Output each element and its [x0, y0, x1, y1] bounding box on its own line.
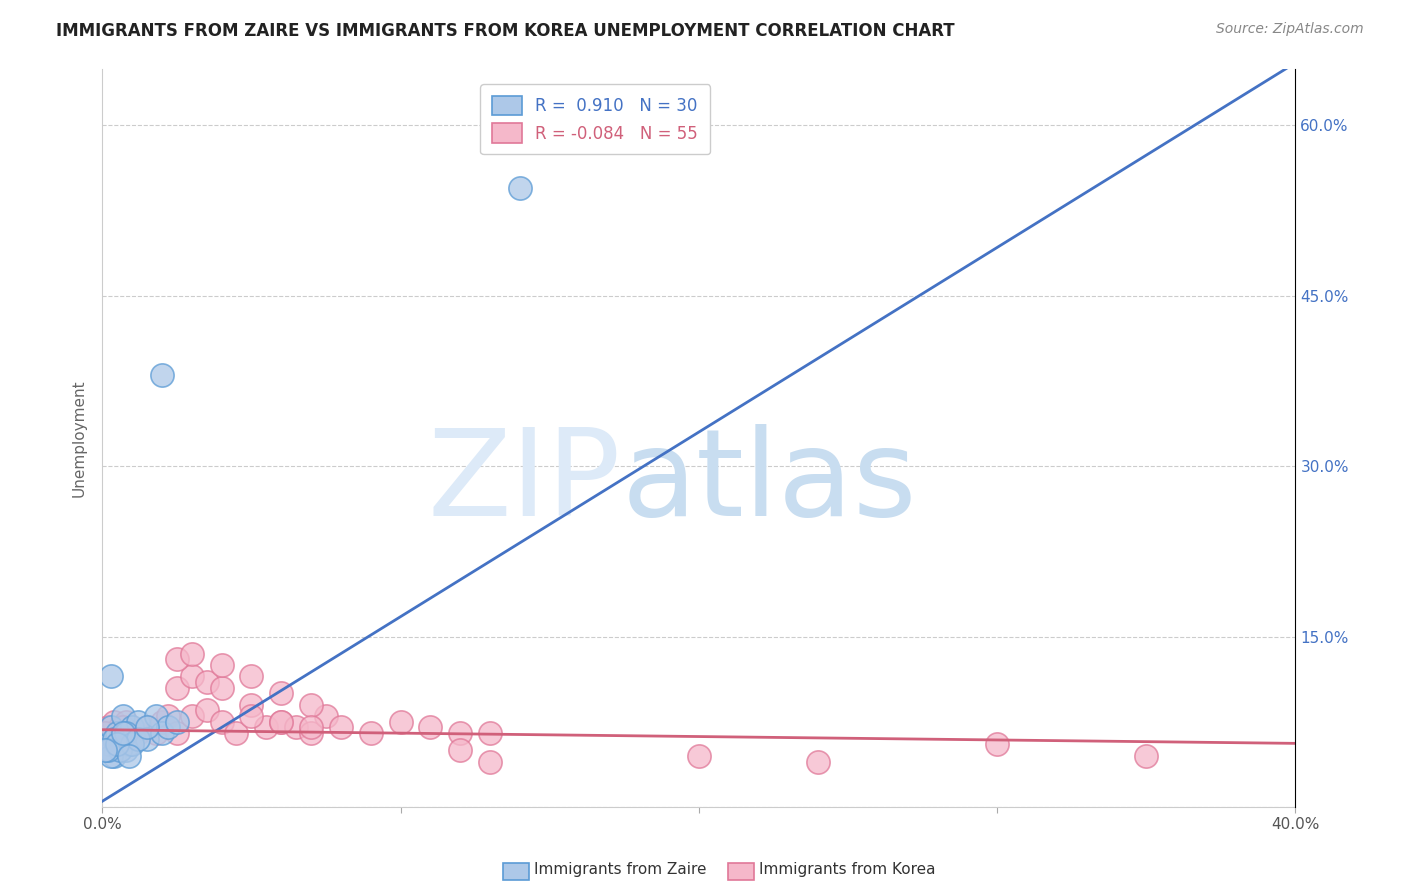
Point — [180, 669, 202, 683]
Point — [211, 714, 233, 729]
Point — [115, 726, 138, 740]
Point — [240, 698, 263, 712]
Point — [127, 726, 149, 740]
Point — [254, 721, 277, 735]
Point — [166, 726, 188, 740]
Point — [479, 726, 502, 740]
Point — [211, 681, 233, 695]
Y-axis label: Unemployment: Unemployment — [72, 379, 86, 497]
Point — [419, 721, 441, 735]
Point — [509, 181, 531, 195]
Point — [105, 738, 128, 752]
Point — [389, 714, 412, 729]
Point — [270, 714, 292, 729]
Point — [195, 675, 218, 690]
Point — [100, 731, 122, 746]
Point — [97, 738, 120, 752]
Point — [449, 726, 471, 740]
Point — [112, 726, 135, 740]
Point — [315, 709, 337, 723]
Point — [112, 709, 135, 723]
Point — [240, 709, 263, 723]
Point — [136, 731, 159, 746]
Point — [127, 731, 149, 746]
Point — [688, 748, 710, 763]
Text: atlas: atlas — [621, 424, 917, 541]
Point — [180, 647, 202, 661]
Point — [100, 726, 122, 740]
Point — [118, 731, 141, 746]
Point — [100, 721, 122, 735]
Point — [100, 669, 122, 683]
Point — [108, 731, 131, 746]
Point — [270, 686, 292, 700]
Point — [105, 731, 128, 746]
Point — [94, 726, 117, 740]
Point — [150, 726, 173, 740]
Point — [108, 743, 131, 757]
Text: Immigrants from Korea: Immigrants from Korea — [759, 863, 936, 877]
Point — [105, 738, 128, 752]
Point — [329, 721, 352, 735]
Point — [112, 721, 135, 735]
Point — [986, 738, 1008, 752]
Point — [195, 703, 218, 717]
Point — [145, 709, 167, 723]
Point — [115, 714, 138, 729]
Point — [180, 709, 202, 723]
Point — [100, 748, 122, 763]
Point — [112, 738, 135, 752]
Point — [94, 743, 117, 757]
Point — [115, 743, 138, 757]
Point — [118, 726, 141, 740]
Point — [150, 368, 173, 383]
Point — [166, 714, 188, 729]
Point — [103, 731, 125, 746]
Point — [121, 738, 143, 752]
Point — [97, 721, 120, 735]
Point — [1135, 748, 1157, 763]
Point — [97, 743, 120, 757]
Point — [136, 721, 159, 735]
Point — [156, 721, 179, 735]
Point — [166, 652, 188, 666]
Point — [166, 681, 188, 695]
Point — [108, 721, 131, 735]
Text: Source: ZipAtlas.com: Source: ZipAtlas.com — [1216, 22, 1364, 37]
Point — [105, 726, 128, 740]
Point — [118, 738, 141, 752]
Point — [145, 726, 167, 740]
Point — [360, 726, 382, 740]
Text: ZIP: ZIP — [427, 424, 621, 541]
Point — [299, 698, 322, 712]
Text: Immigrants from Zaire: Immigrants from Zaire — [534, 863, 707, 877]
Point — [103, 714, 125, 729]
Point — [479, 755, 502, 769]
Text: IMMIGRANTS FROM ZAIRE VS IMMIGRANTS FROM KOREA UNEMPLOYMENT CORRELATION CHART: IMMIGRANTS FROM ZAIRE VS IMMIGRANTS FROM… — [56, 22, 955, 40]
Point — [121, 731, 143, 746]
Point — [127, 714, 149, 729]
Point — [150, 714, 173, 729]
Point — [270, 714, 292, 729]
Point — [807, 755, 830, 769]
Point — [299, 721, 322, 735]
Point — [299, 726, 322, 740]
Point — [118, 748, 141, 763]
Point — [156, 709, 179, 723]
Point — [240, 669, 263, 683]
Point — [211, 657, 233, 672]
Point — [225, 726, 247, 740]
Point — [121, 721, 143, 735]
Point — [285, 721, 308, 735]
Legend: R =  0.910   N = 30, R = -0.084   N = 55: R = 0.910 N = 30, R = -0.084 N = 55 — [481, 84, 710, 154]
Point — [449, 743, 471, 757]
Point — [136, 721, 159, 735]
Point — [103, 748, 125, 763]
